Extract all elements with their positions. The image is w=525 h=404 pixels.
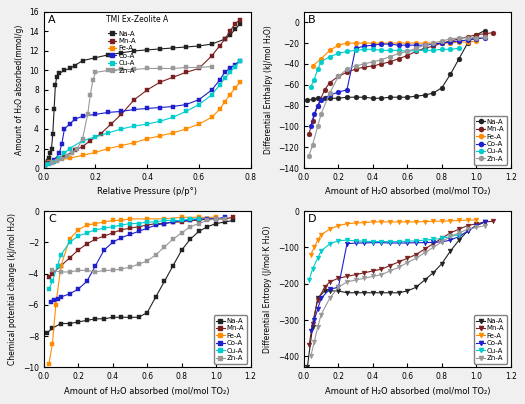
Text: A: A [48,15,56,25]
Legend: Na-A, Mn-A, Fe-A, Co-A, Cu-A, Zn-A: Na-A, Mn-A, Fe-A, Co-A, Cu-A, Zn-A [214,315,247,364]
Text: TMI Ex-Zeolite A: TMI Ex-Zeolite A [106,15,168,24]
Text: B: B [308,15,316,25]
Legend: Na-A, Mn-A, Fe-A, Co-A, Cu-A, Zn-A: Na-A, Mn-A, Fe-A, Co-A, Cu-A, Zn-A [105,28,139,76]
Legend: Na-A, Mn-A, Fe-A, Co-A, Cu-A, Zn-A: Na-A, Mn-A, Fe-A, Co-A, Cu-A, Zn-A [474,116,507,164]
Y-axis label: Differential Enthalpy (kJ/mol H₂O): Differential Enthalpy (kJ/mol H₂O) [264,25,272,154]
Text: C: C [48,214,56,224]
Y-axis label: Differential Entropy (J/mol·K H₂O): Differential Entropy (J/mol·K H₂O) [264,225,272,353]
Text: D: D [308,214,317,224]
Legend: Na-A, Mn-A, Fe-A, Co-A, Cu-A, Zn-A: Na-A, Mn-A, Fe-A, Co-A, Cu-A, Zn-A [474,315,507,364]
X-axis label: Relative Pressure (p/p°): Relative Pressure (p/p°) [97,187,197,196]
Y-axis label: Amount of H₂O absorbed(mmol/g): Amount of H₂O absorbed(mmol/g) [15,25,24,155]
X-axis label: Amount of H₂O absorbed (mol/mol TO₂): Amount of H₂O absorbed (mol/mol TO₂) [65,387,230,396]
X-axis label: Amount of H₂O absorbed (mol/mol TO₂): Amount of H₂O absorbed (mol/mol TO₂) [324,387,490,396]
X-axis label: Amount of H₂O absorbed (mol/mol TO₂): Amount of H₂O absorbed (mol/mol TO₂) [324,187,490,196]
Y-axis label: Chemical potential change (kJ/mol H₂O): Chemical potential change (kJ/mol H₂O) [8,213,17,365]
